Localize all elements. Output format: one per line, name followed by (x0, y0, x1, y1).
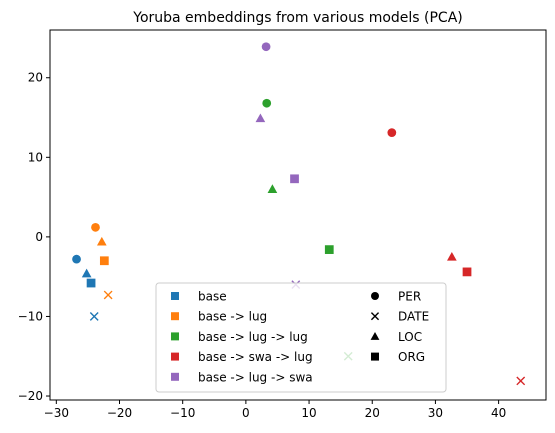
y-tick-label: 0 (35, 230, 43, 244)
data-point (462, 267, 472, 277)
legend-model-swatch (171, 372, 179, 381)
legend-model-label: base (198, 290, 227, 304)
legend-box (155, 282, 447, 393)
legend-entity-marker (371, 352, 379, 361)
legend-model-label: base -> lug (198, 310, 267, 324)
x-tick-label: −10 (170, 406, 195, 420)
x-tick-label: −30 (44, 406, 69, 420)
data-point (267, 184, 278, 194)
data-point (516, 376, 526, 386)
legend-model-label: base -> swa -> lug (198, 350, 313, 364)
data-point (261, 42, 271, 52)
data-point (255, 113, 266, 123)
legend-entity-label: LOC (398, 330, 422, 344)
y-tick-label: 10 (28, 150, 43, 164)
data-point (96, 236, 107, 246)
x-tick-label: 30 (428, 406, 443, 420)
y-tick-label: −20 (18, 389, 43, 403)
data-point (81, 268, 92, 278)
legend-entity-label: ORG (398, 350, 425, 364)
y-tick-label: −10 (18, 309, 43, 323)
x-tick-label: 20 (365, 406, 380, 420)
data-point (447, 251, 457, 261)
data-point (103, 290, 113, 300)
chart-title: Yoruba embeddings from various models (P… (132, 10, 463, 26)
x-tick-label: 40 (491, 406, 506, 420)
legend-entity-marker (370, 312, 380, 321)
data-point (86, 278, 96, 288)
legend-entity-marker (370, 331, 380, 340)
legend-model-swatch (171, 352, 179, 361)
legend-model-label: base -> lug -> swa (198, 370, 313, 384)
legend-model-swatch (171, 332, 179, 341)
legend-entity-marker (371, 292, 379, 300)
x-tick-label: −20 (107, 406, 132, 420)
legend: base base -> lug base -> lug -> lug base ->… (155, 282, 447, 393)
data-point (262, 98, 272, 108)
y-tick-label: 20 (28, 71, 43, 85)
data-point (72, 254, 81, 264)
legend-entity-label: PER (398, 290, 421, 304)
x-tick-label: 0 (242, 406, 250, 420)
data-point (290, 174, 299, 184)
legend-entity-label: DATE (398, 310, 429, 324)
x-axis: −30 −20 −10 0 10 20 30 40 (44, 400, 506, 420)
data-point (387, 128, 397, 138)
y-axis: −20 −10 0 10 20 (18, 71, 50, 403)
data-point (99, 256, 109, 266)
legend-model-swatch (171, 312, 179, 321)
data-point (324, 245, 334, 254)
legend-model-label: base -> lug -> lug (198, 330, 308, 344)
data-point (91, 222, 100, 232)
plot-frame (49, 29, 547, 401)
data-point (89, 312, 99, 321)
x-tick-label: 10 (301, 406, 316, 420)
legend-model-swatch (171, 292, 179, 300)
